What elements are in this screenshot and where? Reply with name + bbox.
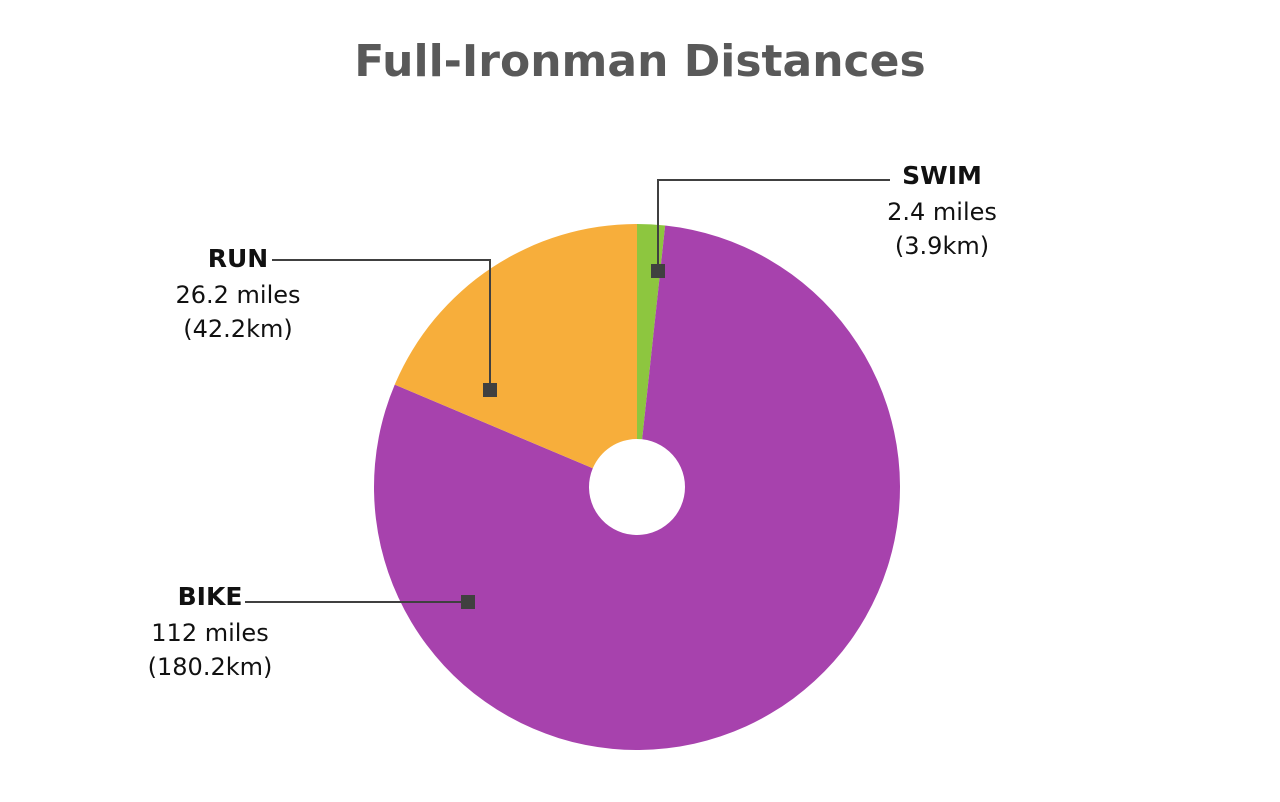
pie-slice	[394, 224, 637, 469]
slice-label: RUN	[208, 244, 268, 273]
km-label: (42.2km)	[183, 315, 292, 343]
pie-slice	[374, 225, 901, 750]
callout-line	[272, 259, 491, 390]
slice-label: BIKE	[178, 582, 243, 611]
chart-title: Full-Ironman Distances	[354, 36, 925, 87]
callout-marker	[483, 383, 497, 397]
value-label: 26.2 miles	[175, 281, 300, 309]
callout-line	[657, 179, 890, 271]
callout-marker	[651, 264, 665, 278]
value-label: 2.4 miles	[887, 198, 997, 226]
value-label: 112 miles	[151, 619, 268, 647]
km-label: (180.2km)	[148, 653, 273, 681]
callout-marker	[461, 595, 475, 609]
slice-label: SWIM	[902, 161, 982, 190]
km-label: (3.9km)	[895, 232, 989, 260]
